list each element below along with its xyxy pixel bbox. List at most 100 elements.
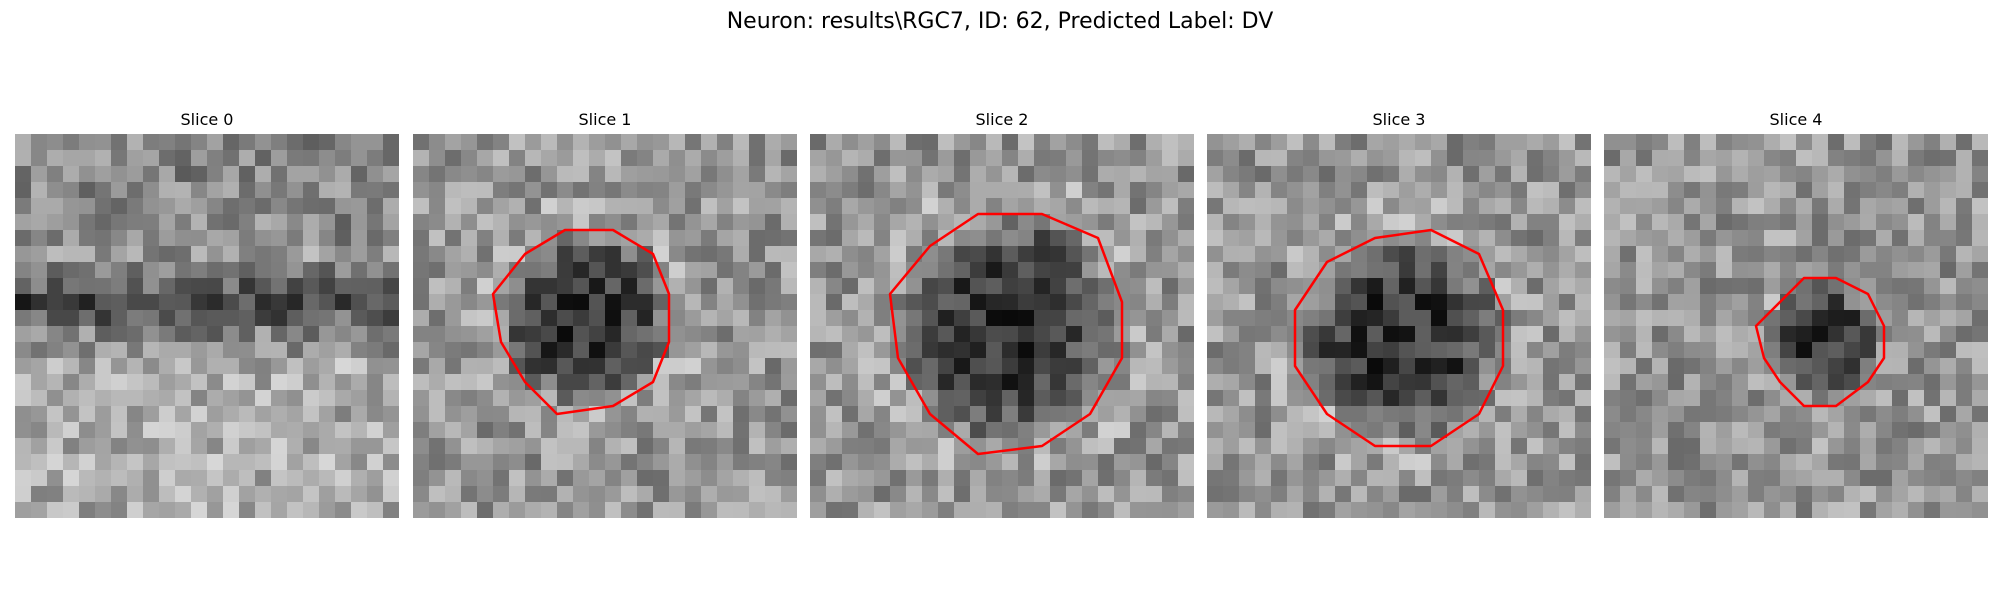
pixel [1860, 486, 1877, 503]
pixel [1082, 438, 1099, 455]
pixel [1684, 358, 1701, 375]
pixel [1860, 294, 1877, 311]
pixel [1604, 342, 1621, 359]
pixel [1748, 374, 1765, 391]
pixel [1575, 294, 1591, 311]
pixel [509, 262, 526, 279]
pixel [986, 166, 1003, 183]
pixel [1050, 294, 1067, 311]
pixel [1130, 262, 1147, 279]
pixel [1732, 374, 1749, 391]
pixel [970, 422, 987, 439]
pixel [557, 230, 574, 247]
pixel [1082, 246, 1099, 263]
pixel [826, 278, 843, 295]
pixel [986, 182, 1003, 199]
pixel [509, 326, 526, 343]
pixel [461, 470, 478, 487]
pixel [335, 214, 352, 231]
pixel [1575, 230, 1591, 247]
pixel [1748, 502, 1765, 518]
pixel [175, 406, 192, 423]
pixel [1130, 150, 1147, 167]
pixel [1319, 358, 1336, 375]
pixel [954, 294, 971, 311]
pixel [557, 502, 574, 518]
pixel [175, 278, 192, 295]
pixel [781, 214, 797, 231]
pixel [223, 246, 240, 263]
pixel [842, 262, 859, 279]
pixel [351, 278, 368, 295]
pixel [383, 294, 399, 311]
pixel [685, 262, 702, 279]
pixel [1812, 310, 1829, 327]
pixel [1130, 438, 1147, 455]
pixel [906, 182, 923, 199]
pixel [1972, 150, 1988, 167]
pixel [477, 246, 494, 263]
pixel [1034, 246, 1051, 263]
slice-title: Slice 0 [180, 110, 234, 129]
pixel [1034, 486, 1051, 503]
pixel [1924, 470, 1941, 487]
pixel [1495, 486, 1512, 503]
pixel [1780, 326, 1797, 343]
pixel [303, 438, 320, 455]
pixel [31, 198, 48, 215]
pixel [1748, 358, 1765, 375]
pixel [541, 262, 558, 279]
pixel [367, 358, 384, 375]
pixel [127, 198, 144, 215]
pixel [1543, 214, 1560, 231]
pixel [1543, 134, 1560, 151]
pixel [509, 246, 526, 263]
pixel [1796, 198, 1813, 215]
pixel [223, 214, 240, 231]
pixel [1178, 326, 1194, 343]
pixel [1463, 262, 1480, 279]
pixel [749, 246, 766, 263]
pixel [1239, 246, 1256, 263]
pixel [1748, 390, 1765, 407]
pixel [557, 134, 574, 151]
pixel [493, 470, 510, 487]
pixel [127, 358, 144, 375]
pixel [271, 214, 288, 231]
pixel [1812, 438, 1829, 455]
pixel [1223, 230, 1240, 247]
pixel [669, 166, 686, 183]
pixel [810, 406, 827, 423]
pixel [842, 486, 859, 503]
pixel [1319, 134, 1336, 151]
pixel [717, 422, 734, 439]
pixel [1700, 486, 1717, 503]
pixel [1828, 262, 1845, 279]
pixel [1271, 422, 1288, 439]
pixel [159, 470, 176, 487]
pixel [413, 406, 430, 423]
pixel [15, 278, 32, 295]
pixel [1463, 406, 1480, 423]
pixel [1924, 262, 1941, 279]
pixel [1271, 470, 1288, 487]
pixel [191, 422, 208, 439]
pixel [1527, 502, 1544, 518]
pixel [429, 326, 446, 343]
pixel [826, 422, 843, 439]
pixel [287, 438, 304, 455]
pixel [653, 182, 670, 199]
pixel [1271, 454, 1288, 471]
pixel [1463, 342, 1480, 359]
pixel [1543, 150, 1560, 167]
pixel [1748, 246, 1765, 263]
pixel [1543, 342, 1560, 359]
pixel [1178, 470, 1194, 487]
pixel [1732, 486, 1749, 503]
pixel [1431, 326, 1448, 343]
pixel [1415, 134, 1432, 151]
pixel [1479, 246, 1496, 263]
pixel [63, 166, 80, 183]
pixel [685, 454, 702, 471]
pixel [1447, 470, 1464, 487]
